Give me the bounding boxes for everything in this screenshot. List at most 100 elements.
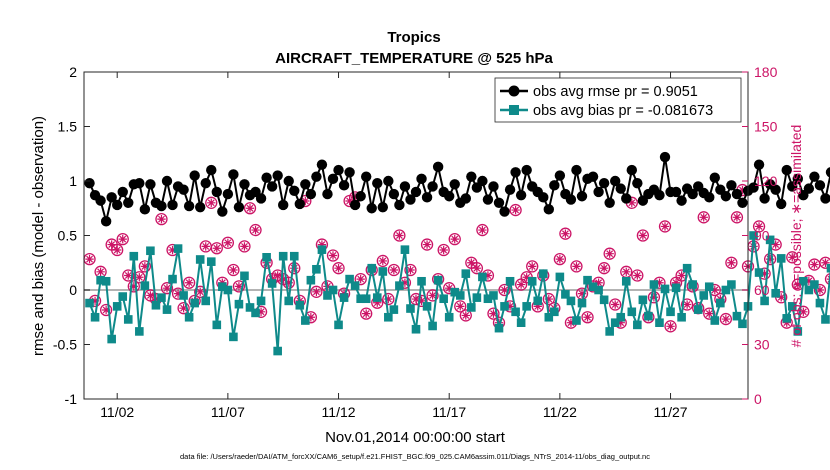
obs-possible-point <box>553 252 567 266</box>
obs-assimilated-point <box>306 313 316 322</box>
y-tick-label-right: 180 <box>754 64 778 80</box>
rmse-point <box>333 164 344 176</box>
rmse-point <box>421 192 433 203</box>
rmse-point <box>316 159 328 170</box>
y-tick-label-left: 0 <box>69 282 77 298</box>
rmse-point <box>112 199 123 211</box>
obs-possible-point <box>155 212 168 226</box>
rmse-point <box>432 161 444 173</box>
rmse-point <box>361 171 372 182</box>
bias-point <box>140 281 150 290</box>
obs-possible-point <box>813 283 827 297</box>
obs-assimilated-point <box>489 309 498 318</box>
bias-point <box>478 272 487 282</box>
bias-point <box>594 285 603 295</box>
rmse-point <box>538 192 549 203</box>
x-tick-label: 11/17 <box>432 404 466 420</box>
rmse-point <box>372 177 383 189</box>
bias-point <box>350 281 360 290</box>
obs-possible-point <box>658 220 672 233</box>
obs-assimilated-point <box>240 242 249 251</box>
obs-assimilated-point <box>312 287 321 297</box>
rmse-point <box>720 191 732 202</box>
footnote: data file: /Users/raeder/DAI/ATM_forcXX/… <box>180 452 650 461</box>
bias-point <box>96 275 105 285</box>
rmse-point <box>792 173 803 185</box>
obs-assimilated-point <box>611 300 620 309</box>
rmse-point <box>753 159 765 170</box>
bias-point <box>655 318 664 327</box>
rmse-point <box>709 172 720 183</box>
rmse-point <box>466 171 477 182</box>
rmse-point <box>377 201 388 213</box>
obs-assimilated-point <box>467 258 476 267</box>
obs-assimilated-point <box>389 265 399 275</box>
obs-assimilated-point <box>782 318 791 327</box>
obs-possible-point <box>310 285 323 298</box>
bias-point <box>633 320 642 330</box>
bias-point <box>489 291 498 300</box>
obs-assimilated-point <box>450 234 459 244</box>
bias-point <box>500 302 509 311</box>
bias-point <box>135 327 144 336</box>
bias-point <box>85 298 94 308</box>
rmse-point <box>704 192 715 203</box>
obs-assimilated-point <box>157 214 166 224</box>
rmse-point <box>305 188 317 200</box>
obs-assimilated-point <box>212 244 221 253</box>
rmse-point <box>355 191 366 202</box>
obs-possible-point <box>99 303 113 317</box>
obs-assimilated-point <box>378 256 387 266</box>
obs-assimilated-point <box>107 240 116 249</box>
x-tick-label: 11/22 <box>543 404 577 420</box>
obs-assimilated-point <box>196 287 205 297</box>
rmse-point <box>167 199 178 211</box>
y-tick-label-left: -1 <box>65 391 78 407</box>
obs-assimilated-point <box>516 280 526 289</box>
x-tick-label: 11/27 <box>654 404 688 420</box>
rmse-point <box>338 180 350 191</box>
bias-point <box>273 346 282 356</box>
bias-point <box>610 318 620 327</box>
rmse-point <box>604 197 615 208</box>
obs-assimilated-point <box>660 222 670 231</box>
obs-assimilated-point <box>721 314 731 324</box>
obs-assimilated-point <box>395 231 404 240</box>
rmse-point <box>294 198 305 210</box>
obs-possible-point <box>354 272 367 286</box>
bias-point <box>168 274 177 284</box>
rmse-point <box>349 199 361 211</box>
obs-possible-point <box>498 283 511 297</box>
bias-point <box>406 304 415 313</box>
axes: 11/02 11/07 11/12 11/17 11/22 11/27 -1 -0.5 0 0.5… <box>53 64 778 420</box>
bias-point <box>201 296 211 306</box>
bias-point <box>118 292 128 301</box>
rmse-point <box>145 179 156 190</box>
obs-assimilated-point <box>96 267 105 277</box>
y-tick-label-left: 0.5 <box>58 228 78 244</box>
obs-assimilated-point <box>334 264 343 273</box>
rmse-point <box>255 193 267 204</box>
obs-assimilated-point <box>146 291 155 300</box>
obs-assimilated-point <box>793 280 802 289</box>
bias-point <box>240 271 249 281</box>
obs-assimilated-point <box>317 240 327 249</box>
obs-assimilated-point <box>384 294 393 304</box>
bias-point <box>787 302 797 311</box>
x-tick-label: 11/12 <box>322 404 356 420</box>
bias-point <box>400 245 410 254</box>
obs-possible-point <box>752 220 766 233</box>
bias-point <box>461 269 471 278</box>
y-tick-label-right: 30 <box>754 337 770 353</box>
obs-assimilated-point <box>124 271 133 280</box>
obs-assimilated-point <box>771 240 780 249</box>
obs-possible-point <box>824 273 830 286</box>
bias-point <box>693 305 703 314</box>
obs-assimilated-point <box>223 238 233 247</box>
bias-point <box>666 307 675 317</box>
bias-point <box>433 275 443 285</box>
legend-box <box>494 77 742 123</box>
obs-possible-point <box>664 320 677 333</box>
obs-assimilated-point <box>207 198 216 207</box>
